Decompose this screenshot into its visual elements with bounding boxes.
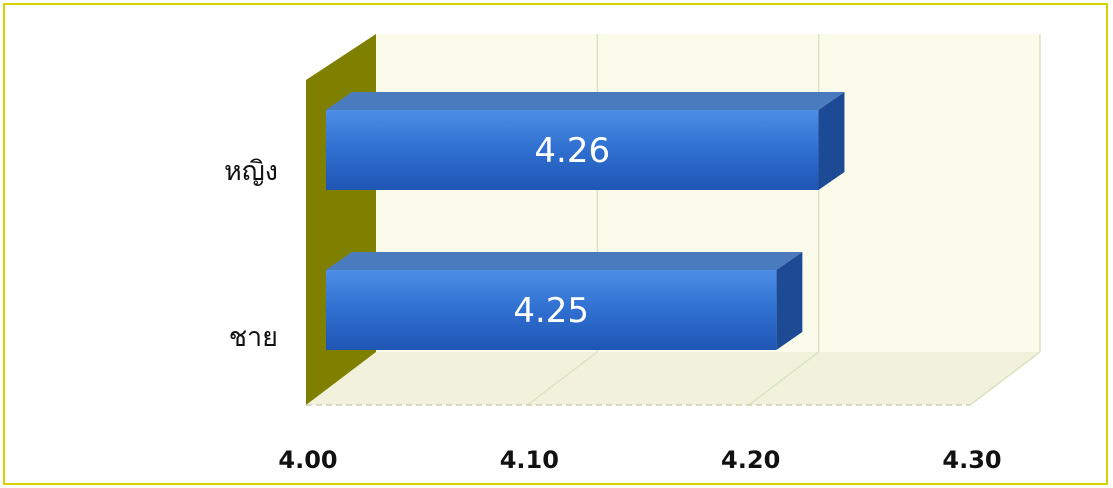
gridline-floor (526, 351, 598, 406)
bar (326, 110, 819, 190)
x-tick-label: 4.30 (942, 446, 1001, 474)
bar-top (326, 92, 845, 110)
gridline-floor (748, 351, 820, 406)
chart-floor (306, 352, 1040, 405)
category-label: หญิง (224, 156, 278, 187)
x-tick-label: 4.20 (721, 446, 780, 474)
x-tick-label: 4.00 (278, 446, 337, 474)
category-label: ชาย (229, 322, 278, 353)
bar-side (776, 252, 803, 350)
bar (326, 270, 777, 350)
x-tick-label: 4.10 (500, 446, 559, 474)
gridline-floor (969, 351, 1041, 406)
bar-side (818, 92, 845, 190)
data-label: 4.25 (513, 291, 589, 331)
bar-top (326, 252, 803, 270)
data-label: 4.26 (534, 131, 610, 171)
